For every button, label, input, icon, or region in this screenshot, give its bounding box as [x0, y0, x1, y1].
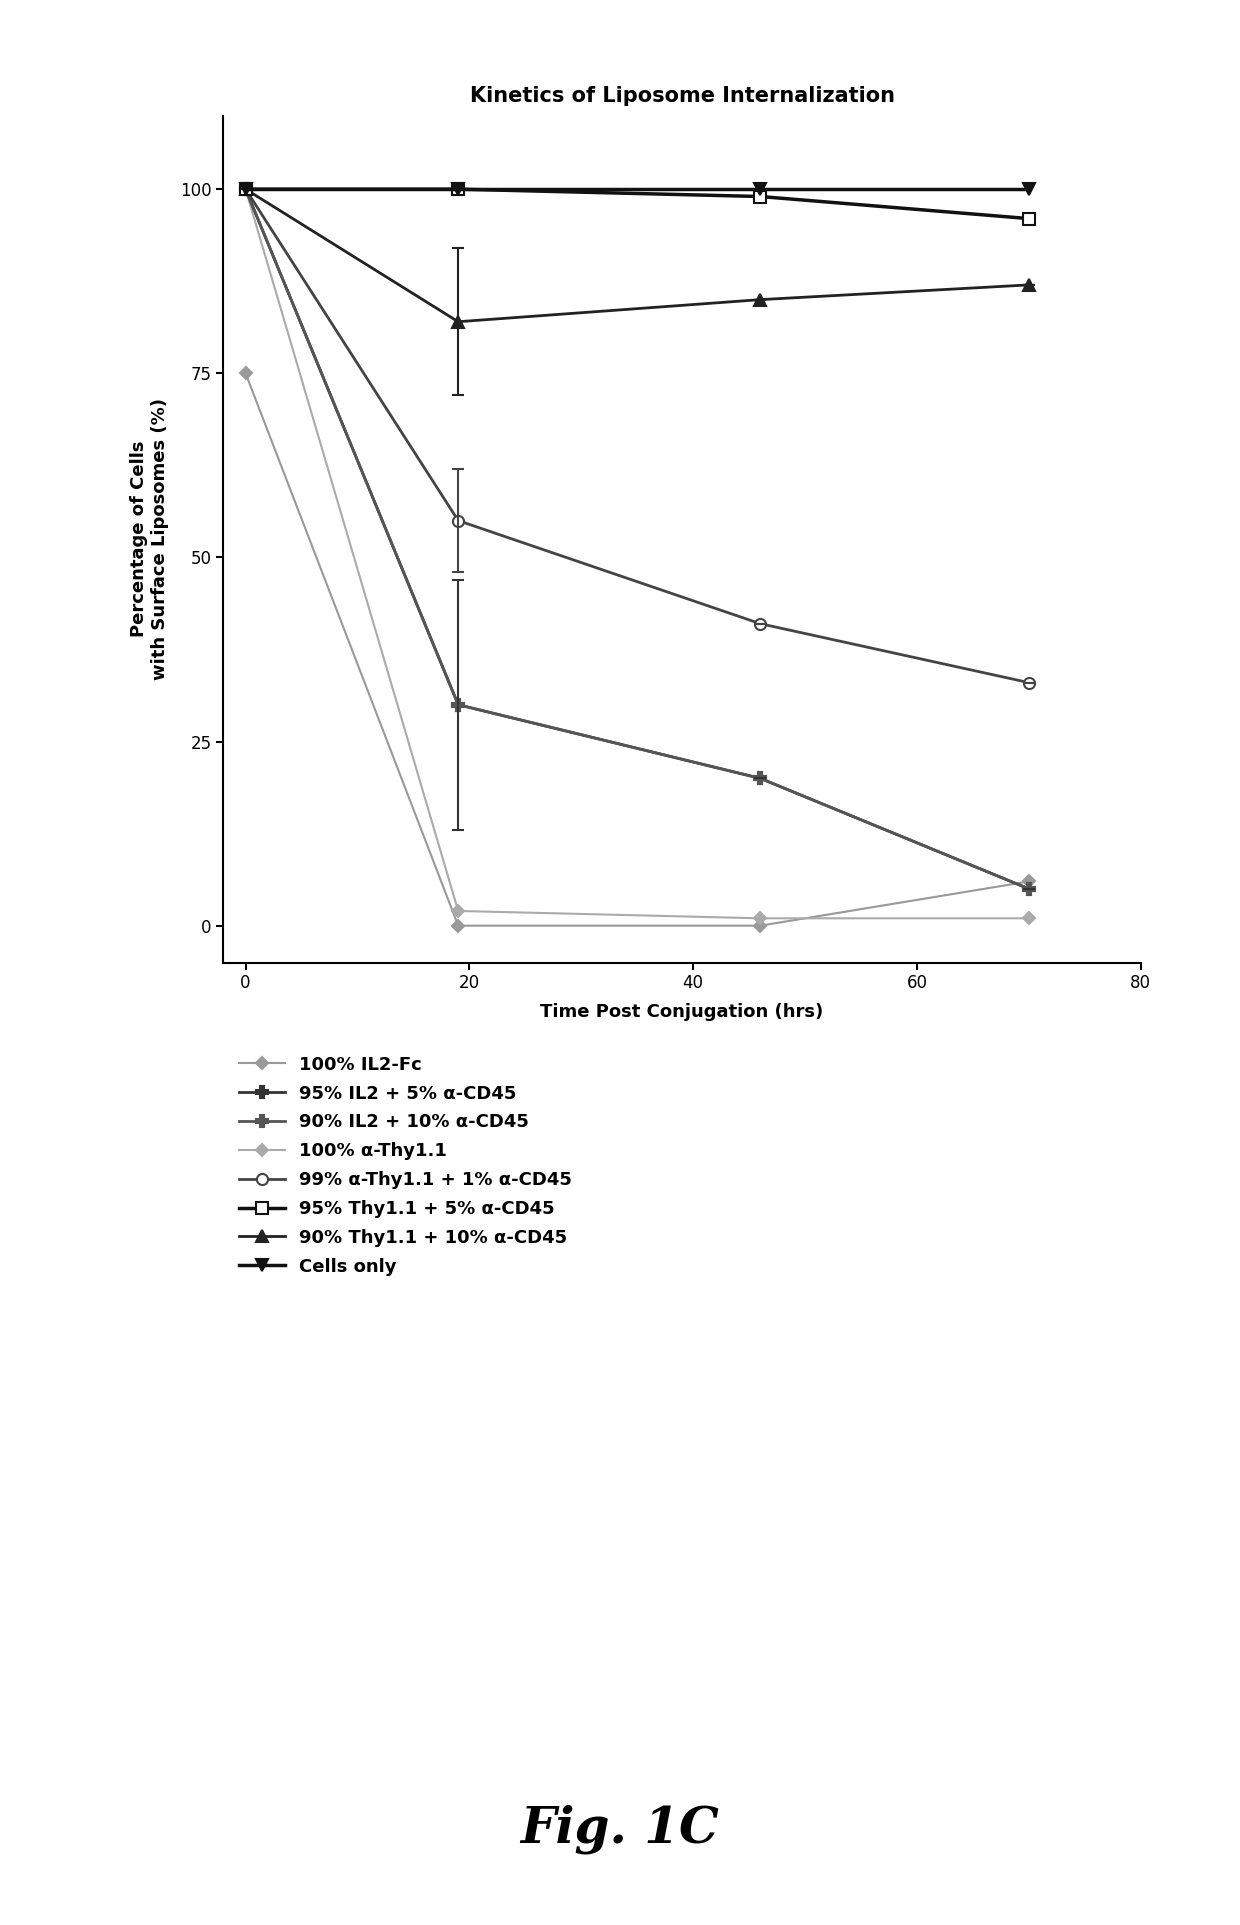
X-axis label: Time Post Conjugation (hrs): Time Post Conjugation (hrs): [541, 1003, 823, 1022]
Legend: 100% IL2-Fc, 95% IL2 + 5% α-CD45, 90% IL2 + 10% α-CD45, 100% α-Thy1.1, 99% α-Thy: 100% IL2-Fc, 95% IL2 + 5% α-CD45, 90% IL…: [232, 1049, 579, 1282]
Title: Kinetics of Liposome Internalization: Kinetics of Liposome Internalization: [470, 85, 894, 106]
Y-axis label: Percentage of Cells
with Surface Liposomes (%): Percentage of Cells with Surface Liposom…: [130, 398, 169, 680]
Text: Fig. 1C: Fig. 1C: [521, 1804, 719, 1854]
